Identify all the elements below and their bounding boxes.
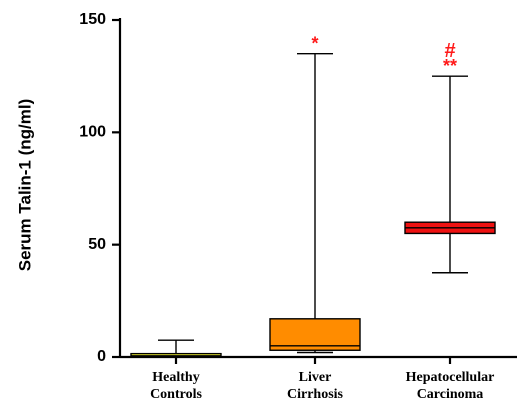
box-group xyxy=(130,339,222,358)
axes xyxy=(118,18,517,359)
box-group: * xyxy=(269,34,361,354)
significance-marker: ** xyxy=(443,56,457,76)
x-ticks: Healthy Controls Liver Cirrhosis Hepatocellu… xyxy=(150,357,494,402)
significance-marker-top: # xyxy=(444,40,455,62)
x-tick-label: Healthy xyxy=(152,370,199,385)
x-tick-label: Liver xyxy=(299,370,332,385)
y-tick-label: 100 xyxy=(79,124,106,141)
x-tick-label: Carcinoma xyxy=(417,387,484,402)
y-ticks: 0 50 100 150 xyxy=(79,11,120,365)
iqr-box xyxy=(269,318,361,351)
box-group: **# xyxy=(404,40,496,274)
x-tick-label: Cirrhosis xyxy=(287,387,344,402)
y-axis-label: Serum Talin-1 (ng/ml) xyxy=(15,99,34,272)
y-tick-label: 150 xyxy=(79,11,106,28)
y-tick-label: 50 xyxy=(88,236,106,253)
x-tick-label: Hepatocellular xyxy=(406,370,495,385)
y-tick-label: 0 xyxy=(97,348,106,365)
box-plots: ***# xyxy=(130,34,496,358)
x-tick-label: Controls xyxy=(150,387,202,402)
significance-marker: * xyxy=(311,34,318,54)
